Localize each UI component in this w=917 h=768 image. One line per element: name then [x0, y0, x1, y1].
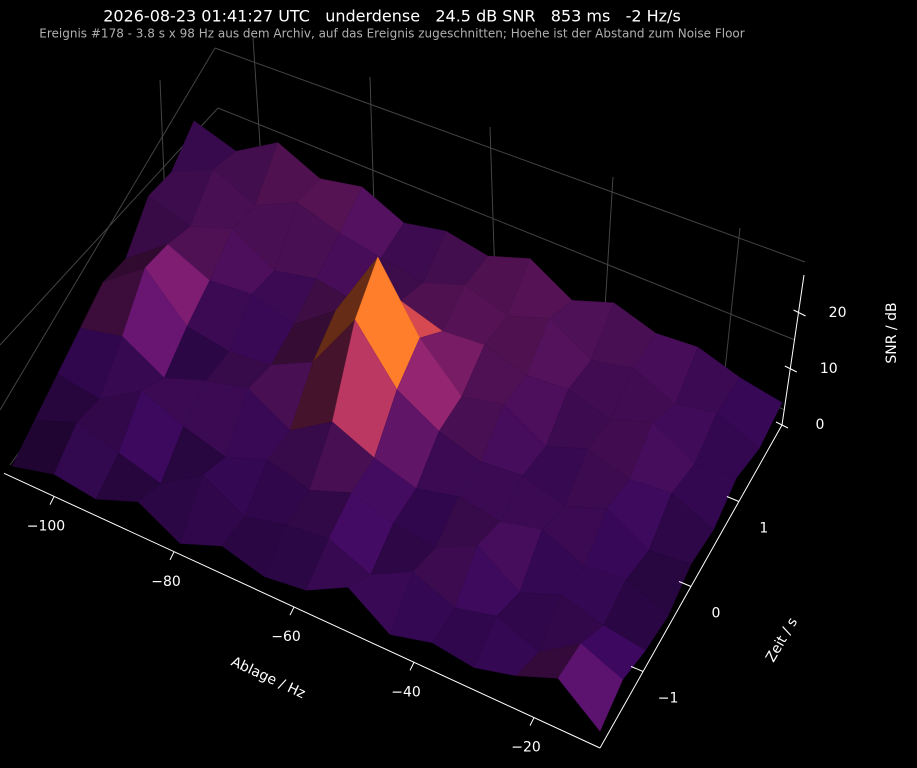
z-tick-label: 20 [829, 305, 847, 321]
y-tick-label: 0 [712, 606, 721, 622]
pane-line [724, 227, 741, 371]
pane-line [0, 107, 219, 346]
y-axis-label: Zeit / s [763, 615, 801, 665]
x-tick-label: −80 [151, 574, 181, 590]
x-tick [409, 662, 415, 671]
x-tick-label: −60 [271, 629, 301, 645]
pane-line [489, 126, 496, 281]
y-tick-label: −1 [658, 691, 679, 707]
pane-line [214, 47, 806, 263]
y-tick-label: 1 [759, 521, 768, 537]
surface-patch [557, 643, 624, 732]
y-tick [726, 496, 740, 502]
z-tick-label: 10 [820, 361, 838, 377]
x-tick [529, 717, 535, 726]
pane-line [0, 47, 216, 411]
x-tick-label: −40 [391, 684, 421, 700]
x-axis-label: Ablage / Hz [228, 654, 307, 702]
chart-title: 2026-08-23 01:41:27 UTC underdense 24.5 … [103, 7, 681, 26]
pane-line [217, 107, 796, 341]
x-tick [289, 606, 295, 616]
x-tick-label: −100 [27, 519, 65, 535]
z-tick [775, 421, 789, 429]
y-tick [678, 581, 692, 587]
z-tick [784, 365, 798, 373]
x-tick-label: −20 [511, 740, 541, 756]
x-tick [169, 551, 175, 561]
pane-line [603, 176, 614, 326]
z-tick [793, 309, 806, 317]
z-axis-label: SNR / dB [884, 302, 900, 363]
z-axis [781, 274, 805, 426]
z-tick-label: 0 [816, 417, 825, 433]
x-tick [49, 496, 55, 505]
x-axis [3, 472, 601, 749]
chart-subtitle: Ereignis #178 - 3.8 s x 98 Hz aus dem Ar… [39, 27, 744, 41]
y-tick [630, 666, 644, 672]
surface [11, 120, 783, 732]
